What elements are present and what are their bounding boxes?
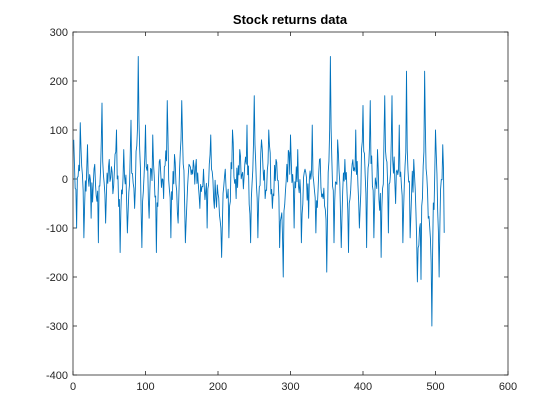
x-tick-label: 0 [70,381,76,393]
x-tick-label: 400 [354,381,372,393]
returns-series-line [73,56,445,327]
y-tick-label: 0 [62,174,68,186]
x-axis: 0 100 200 300 400 500 600 [70,32,517,393]
y-tick-label: -400 [46,370,68,382]
chart-title: Stock returns data [233,12,348,27]
y-axis: -400 -300 -200 -100 0 100 200 300 [46,27,508,382]
x-tick-label: 600 [499,381,517,393]
x-tick-label: 300 [281,381,299,393]
x-tick-label: 200 [209,381,227,393]
x-tick-label: 100 [136,381,154,393]
y-tick-label: -200 [46,272,68,284]
y-tick-label: 100 [50,125,68,137]
y-tick-label: -300 [46,321,68,333]
y-tick-label: 200 [50,76,68,88]
x-tick-label: 500 [426,381,444,393]
plot-area [72,31,509,376]
y-tick-label: 300 [50,27,68,39]
y-tick-label: -100 [46,223,68,235]
